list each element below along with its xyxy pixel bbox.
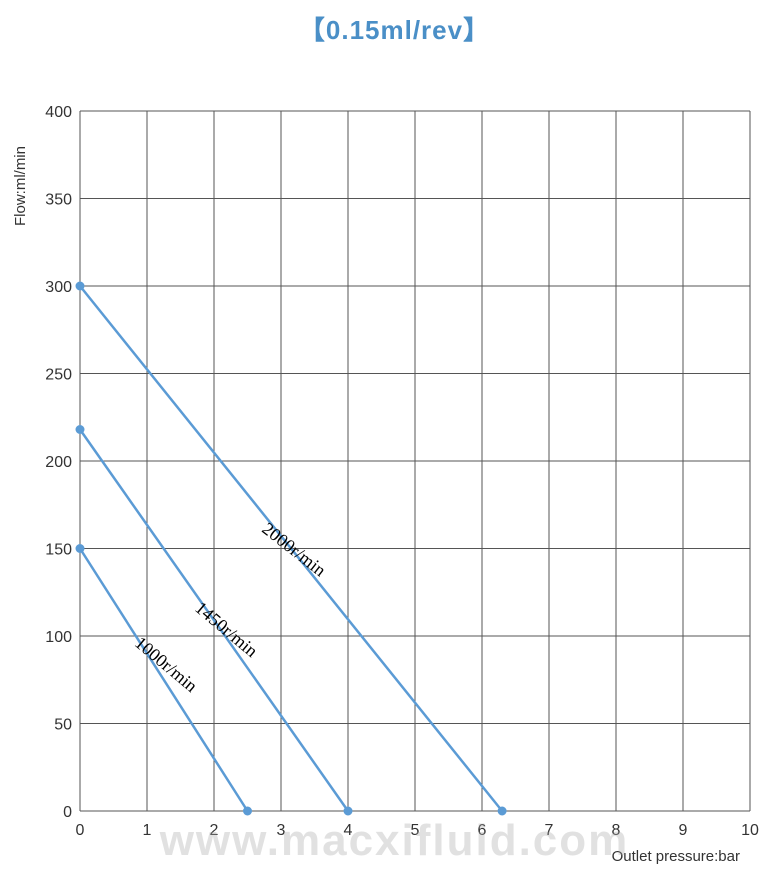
chart-plot-area: 012345678910050100150200250300350400Flow…: [10, 51, 769, 871]
data-marker: [344, 807, 352, 815]
y-tick-label: 250: [45, 367, 72, 384]
data-marker: [76, 426, 84, 434]
series-label: 1000r/min: [131, 632, 201, 696]
chart-container: { "chart": { "type": "line", "title": "【…: [10, 10, 769, 841]
data-marker: [498, 807, 506, 815]
y-tick-label: 50: [54, 717, 72, 734]
x-axis-label: Outlet pressure:bar: [612, 848, 740, 865]
data-marker: [76, 282, 84, 290]
chart-title: 【0.15ml/rev】: [10, 10, 769, 47]
series-label: 2000r/min: [258, 518, 329, 580]
y-tick-label: 150: [45, 542, 72, 559]
y-tick-label: 0: [63, 804, 72, 821]
y-tick-label: 200: [45, 454, 72, 471]
data-marker: [244, 807, 252, 815]
series-line: [80, 549, 248, 812]
y-tick-label: 350: [45, 192, 72, 209]
y-tick-label: 100: [45, 629, 72, 646]
series-label: 1450r/min: [191, 597, 261, 661]
data-marker: [76, 545, 84, 553]
y-axis-label: Flow:ml/min: [12, 146, 29, 226]
chart-svg: 012345678910050100150200250300350400Flow…: [10, 51, 769, 871]
y-tick-label: 300: [45, 279, 72, 296]
y-tick-label: 400: [45, 104, 72, 121]
